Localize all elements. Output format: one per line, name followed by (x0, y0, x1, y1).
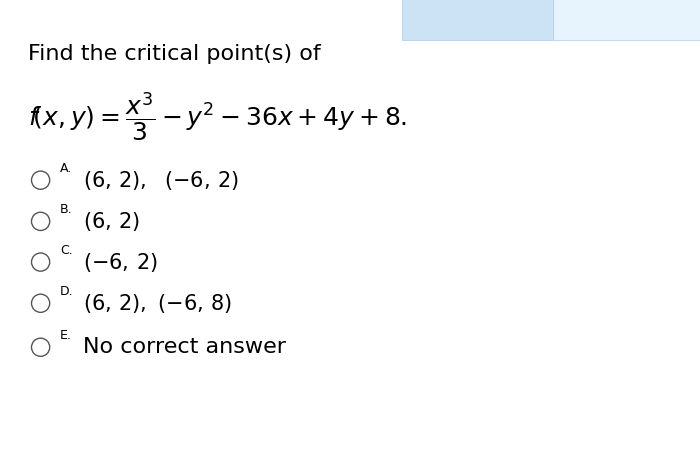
Text: Find the critical point(s) of: Find the critical point(s) of (28, 44, 321, 65)
Text: C.: C. (60, 244, 73, 257)
Text: $f\!\left(x,y\right) = \dfrac{x^3}{3} - y^2 - 36x + 4y + 8.$: $f\!\left(x,y\right) = \dfrac{x^3}{3} - … (28, 91, 407, 144)
Text: A.: A. (60, 162, 73, 175)
FancyBboxPatch shape (402, 0, 553, 40)
Text: No correct answer: No correct answer (83, 337, 286, 357)
Text: $\left(6,\,2\right),\ \left(-6,\,8\right)$: $\left(6,\,2\right),\ \left(-6,\,8\right… (83, 292, 232, 315)
Text: E.: E. (60, 329, 72, 342)
Text: $\left(6,\,2\right)$: $\left(6,\,2\right)$ (83, 210, 140, 233)
Text: $\left(6,\,2\right),\ \ \left(-6,\,2\right)$: $\left(6,\,2\right),\ \ \left(-6,\,2\rig… (83, 168, 239, 192)
Text: B.: B. (60, 203, 73, 216)
Text: D.: D. (60, 285, 74, 298)
FancyBboxPatch shape (553, 0, 700, 40)
Text: $\left(-6,\,2\right)$: $\left(-6,\,2\right)$ (83, 250, 158, 274)
